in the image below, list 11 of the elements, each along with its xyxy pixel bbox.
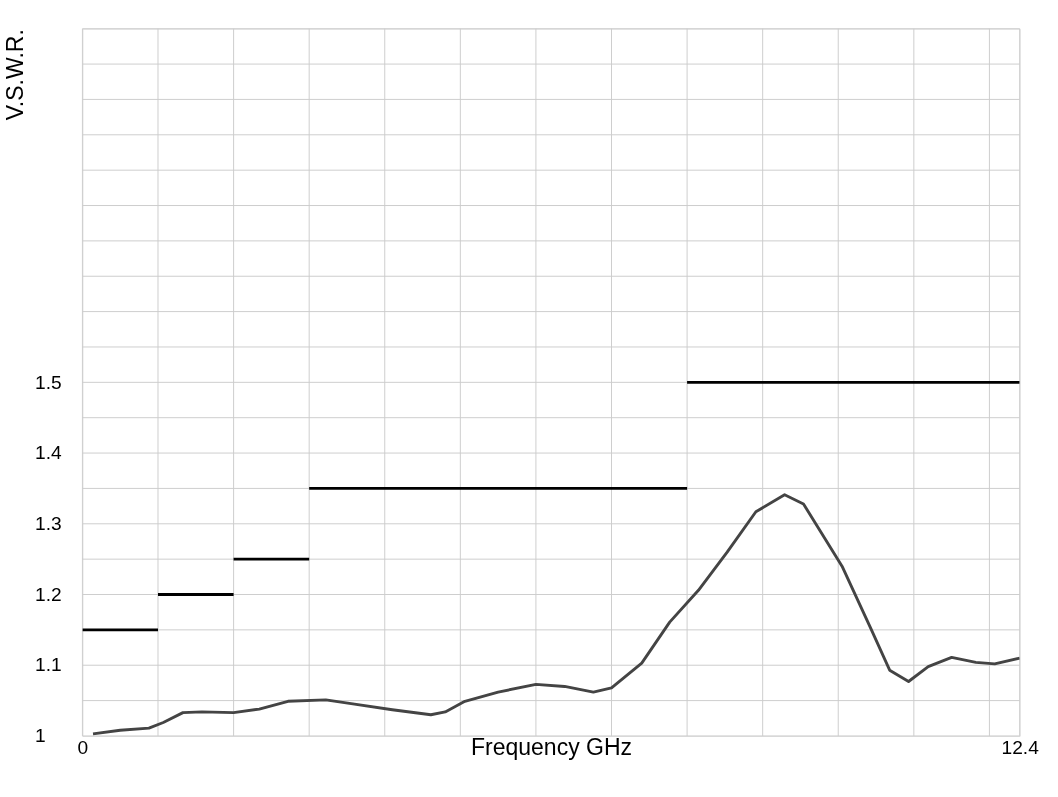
x-tick-label: 12.4	[1001, 736, 1040, 758]
y-tick-label: 1.5	[34, 371, 62, 393]
line-series	[91, 493, 1020, 736]
y-tick-label: 1.4	[34, 442, 62, 464]
x-axis-title: Frequency GHz	[470, 733, 633, 760]
y-tick-label: 1.2	[34, 583, 62, 605]
y-tick-label: 1.3	[34, 513, 62, 535]
y-tick-label: 1	[34, 725, 46, 747]
x-tick-label: 0	[77, 736, 89, 758]
y-axis-title: V.S.W.R.	[1, 29, 28, 121]
y-tick-label: 1.1	[34, 654, 62, 676]
